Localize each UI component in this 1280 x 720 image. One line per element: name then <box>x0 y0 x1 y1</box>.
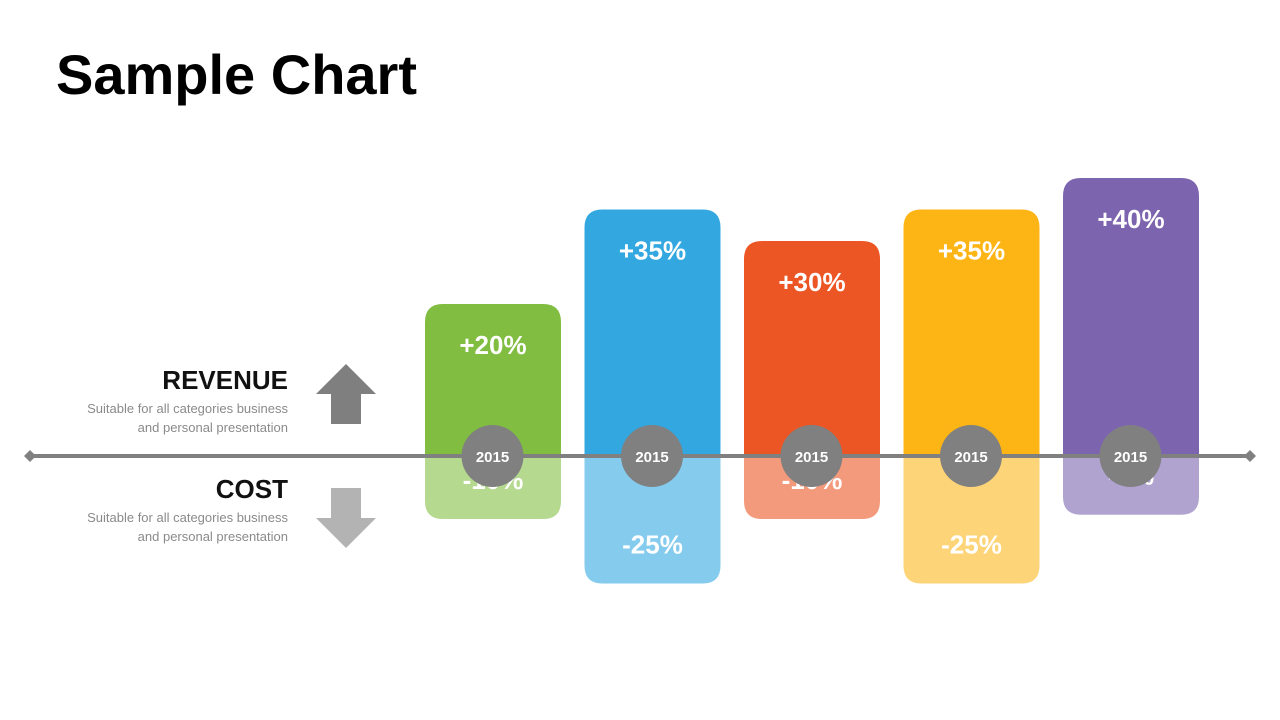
cost-bar <box>744 456 880 519</box>
revenue-bar <box>425 304 561 456</box>
arrow-up-shape <box>316 364 376 424</box>
cost-value-label: -25% <box>941 530 1002 560</box>
cost-bar <box>425 456 561 519</box>
year-label: 2015 <box>954 449 987 466</box>
cost-bar <box>903 456 1040 584</box>
revenue-bar <box>744 241 880 456</box>
cost-description: Suitable for all categories business and… <box>48 508 288 546</box>
revenue-description: Suitable for all categories business and… <box>48 399 288 437</box>
revenue-label: REVENUE <box>162 365 288 395</box>
year-label: 2015 <box>795 449 828 466</box>
revenue-bar <box>903 209 1040 456</box>
year-label: 2015 <box>1114 449 1147 466</box>
year-marker <box>780 425 843 487</box>
arrow-up-icon <box>316 364 376 424</box>
cost-description-line-1: Suitable for all categories business <box>87 509 288 525</box>
revenue-value-label: +35% <box>619 236 686 266</box>
cost-legend: COST Suitable for all categories busines… <box>48 475 288 546</box>
axis-end-marker <box>1244 450 1256 462</box>
revenue-bar <box>1063 178 1199 456</box>
revenue-description-line-2: and personal presentation <box>137 419 288 435</box>
arrow-down-icon <box>316 488 376 548</box>
year-label: 2015 <box>635 449 668 466</box>
year-marker <box>621 425 683 487</box>
cost-value-label: -25% <box>622 530 683 560</box>
cost-bar <box>584 456 721 584</box>
year-marker <box>1099 425 1162 487</box>
revenue-legend: REVENUE Suitable for all categories busi… <box>48 366 288 437</box>
revenue-value-label: +40% <box>1097 204 1164 234</box>
arrow-down-shape <box>316 488 376 548</box>
year-marker <box>940 425 1002 487</box>
revenue-description-line-1: Suitable for all categories business <box>87 400 288 416</box>
revenue-bar <box>584 209 721 456</box>
revenue-value-label: +30% <box>778 267 845 297</box>
axis-start-marker <box>24 450 36 462</box>
year-label: 2015 <box>476 449 509 466</box>
revenue-value-label: +20% <box>459 330 526 360</box>
page-title: Sample Chart <box>56 43 417 106</box>
year-marker <box>461 425 524 487</box>
revenue-value-label: +35% <box>938 236 1005 266</box>
cost-description-line-2: and personal presentation <box>137 528 288 544</box>
cost-label: COST <box>215 474 288 504</box>
